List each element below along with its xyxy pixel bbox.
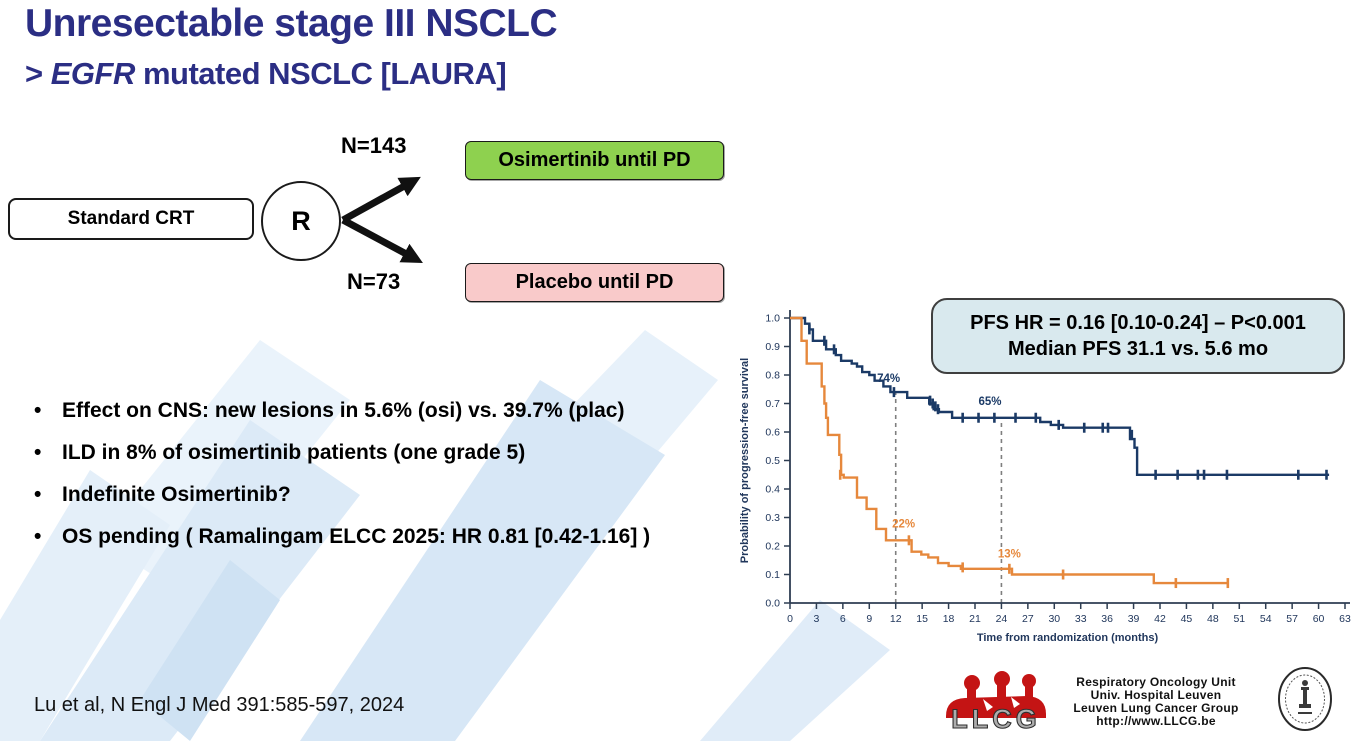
svg-text:18: 18 — [943, 613, 955, 625]
svg-text:33: 33 — [1075, 613, 1087, 625]
footer-org-block: Respiratory Oncology Unit Univ. Hospital … — [1052, 676, 1260, 728]
svg-text:0: 0 — [787, 613, 793, 625]
bullet-item: Effect on CNS: new lesions in 5.6% (osi)… — [30, 398, 736, 423]
svg-text:12: 12 — [890, 613, 902, 625]
bullet-item: OS pending ( Ramalingam ELCC 2025: HR 0.… — [30, 524, 736, 549]
svg-text:Time from randomization (month: Time from randomization (months) — [977, 632, 1159, 644]
randomization-circle: R — [261, 181, 341, 261]
svg-text:27: 27 — [1022, 613, 1034, 625]
subtitle-gene: EGFR — [50, 56, 136, 91]
randomization-arrows-icon — [341, 176, 423, 263]
svg-text:54: 54 — [1260, 613, 1272, 625]
results-box: PFS HR = 0.16 [0.10-0.24] – P<0.001 Medi… — [931, 298, 1345, 374]
svg-text:21: 21 — [969, 613, 981, 625]
subtitle-prefix: > — [25, 56, 51, 91]
bullet-list: Effect on CNS: new lesions in 5.6% (osi)… — [30, 398, 736, 566]
arm1-n-label: N=143 — [341, 133, 407, 158]
svg-text:51: 51 — [1233, 613, 1245, 625]
svg-text:24: 24 — [996, 613, 1008, 625]
svg-text:1.0: 1.0 — [765, 313, 780, 325]
standard-crt-box: Standard CRT — [8, 198, 254, 240]
svg-text:0.7: 0.7 — [765, 398, 780, 410]
footer-org-line: Respiratory Oncology Unit — [1076, 675, 1236, 689]
citation: Lu et al, N Engl J Med 391:585-597, 2024 — [34, 694, 405, 716]
arm-box-osimertinib: Osimertinib until PD — [465, 141, 724, 180]
svg-text:45: 45 — [1181, 613, 1193, 625]
arm-box-placebo: Placebo until PD — [465, 263, 724, 302]
arm2-n-label: N=73 — [347, 269, 401, 294]
llcg-logo-text: LLCG — [951, 704, 1041, 731]
svg-text:0.2: 0.2 — [765, 541, 780, 553]
bullet-item: Indefinite Osimertinib? — [30, 482, 736, 507]
svg-text:42: 42 — [1154, 613, 1166, 625]
bullet-item: ILD in 8% of osimertinib patients (one g… — [30, 440, 736, 465]
svg-text:39: 39 — [1128, 613, 1140, 625]
km-chart-svg: 0.00.10.20.30.40.50.60.70.80.91.00 3 6 9 12 1… — [739, 310, 1351, 644]
svg-text:36: 36 — [1101, 613, 1113, 625]
results-line-1: PFS HR = 0.16 [0.10-0.24] – P<0.001 — [970, 312, 1306, 334]
university-seal-icon — [1278, 667, 1332, 731]
page-subtitle: > EGFR mutated NSCLC [LAURA] — [25, 56, 507, 92]
svg-text:0.9: 0.9 — [765, 341, 780, 353]
svg-text:0.8: 0.8 — [765, 370, 780, 382]
svg-text:22%: 22% — [892, 518, 915, 530]
svg-text:63: 63 — [1339, 613, 1351, 625]
svg-text:0.3: 0.3 — [765, 512, 780, 524]
svg-text:65%: 65% — [978, 396, 1001, 408]
svg-text:3: 3 — [814, 613, 820, 625]
svg-text:48: 48 — [1207, 613, 1219, 625]
svg-text:Probability of progression-fre: Probability of progression-free survival — [739, 358, 751, 563]
svg-text:0.6: 0.6 — [765, 427, 780, 439]
svg-text:0.1: 0.1 — [765, 569, 780, 581]
footer-org-line: http://www.LLCG.be — [1096, 714, 1216, 728]
svg-text:74%: 74% — [877, 373, 900, 385]
page-title: Unresectable stage III NSCLC — [25, 2, 558, 45]
footer-org-line: Univ. Hospital Leuven — [1090, 688, 1222, 702]
svg-text:30: 30 — [1048, 613, 1060, 625]
km-chart: 0.0 0.1 0.2 0.3 0.4 0.5 0.6 0.7 0.8 0.9 1.0 0 3 6 9 12 1… — [722, 296, 1356, 652]
svg-text:9: 9 — [866, 613, 872, 625]
subtitle-rest: mutated NSCLC [LAURA] — [134, 56, 507, 91]
svg-text:0.5: 0.5 — [765, 455, 780, 467]
svg-text:15: 15 — [916, 613, 928, 625]
footer-org-line: Leuven Lung Cancer Group — [1073, 701, 1239, 715]
svg-text:57: 57 — [1286, 613, 1298, 625]
svg-text:13%: 13% — [998, 548, 1021, 560]
svg-text:0.0: 0.0 — [765, 598, 780, 610]
svg-text:6: 6 — [840, 613, 846, 625]
llcg-logo-icon: LLCG — [946, 671, 1046, 731]
svg-text:60: 60 — [1313, 613, 1325, 625]
svg-text:0.4: 0.4 — [765, 484, 780, 496]
results-line-2: Median PFS 31.1 vs. 5.6 mo — [1007, 338, 1269, 360]
